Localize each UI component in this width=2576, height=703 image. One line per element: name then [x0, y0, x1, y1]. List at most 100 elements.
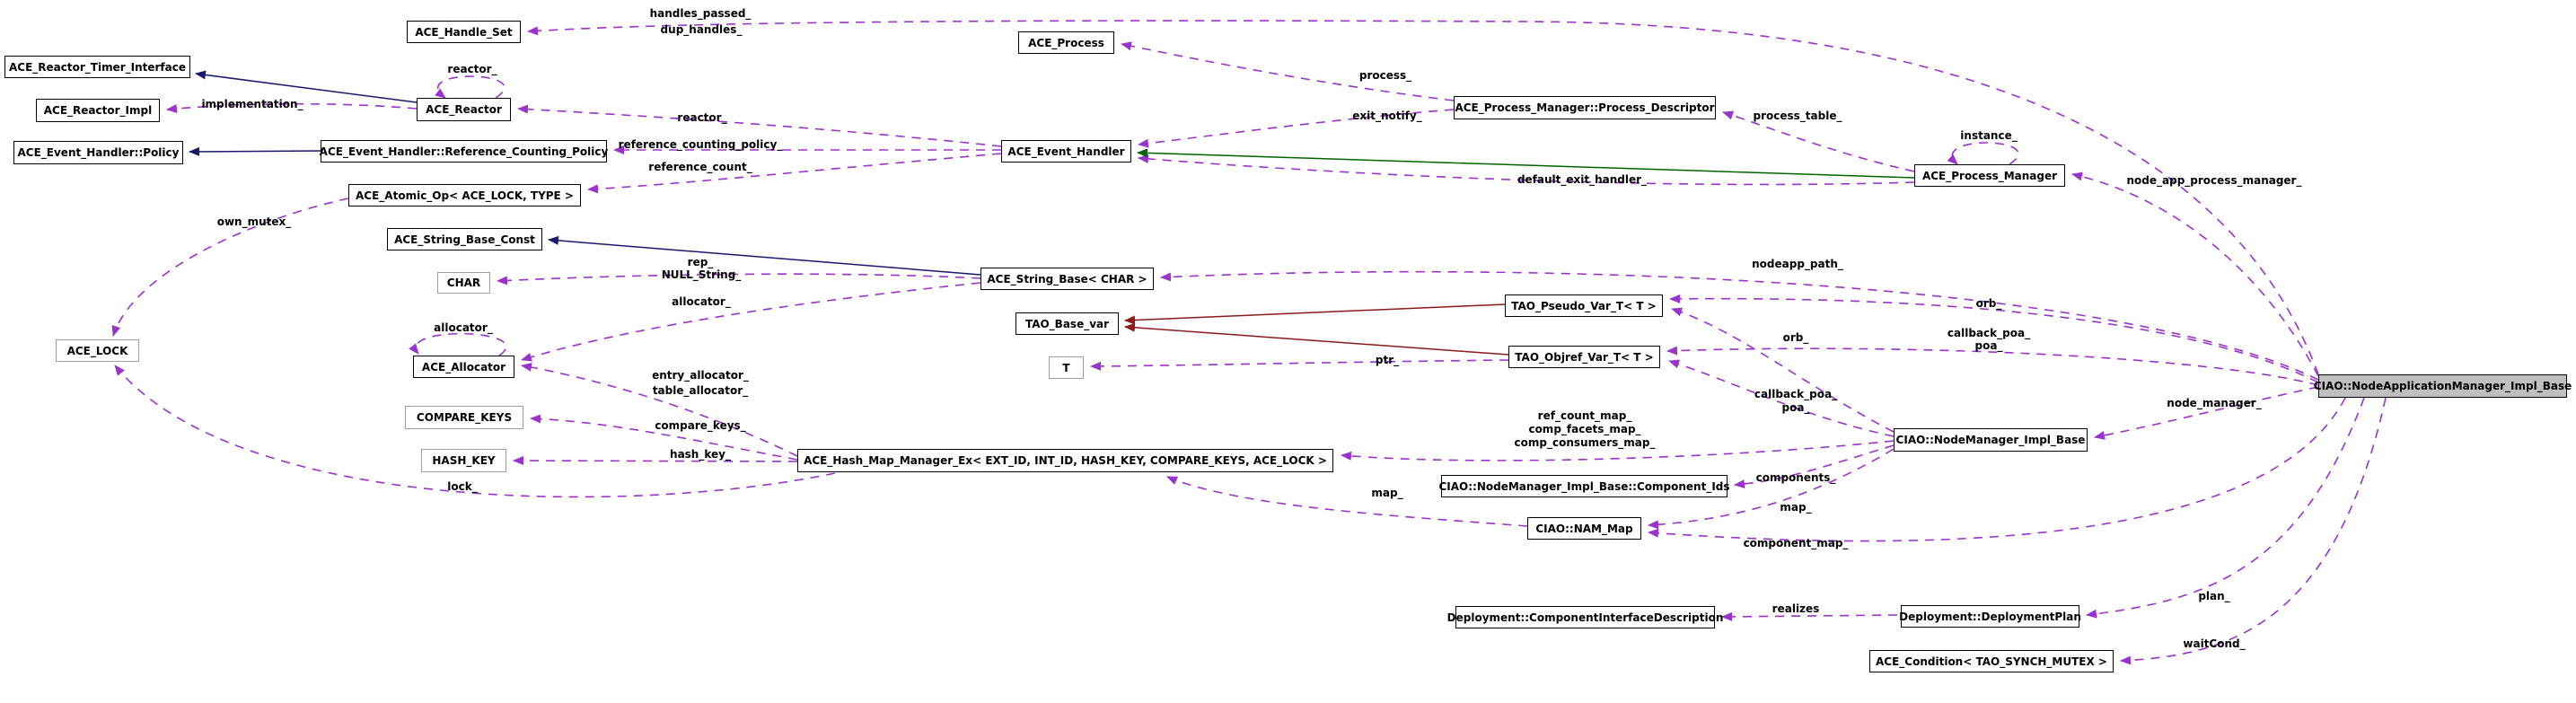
class-node-ciao-nam-map[interactable]: CIAO::NAM_Map [1527, 517, 1641, 540]
edge-label-allocator: allocator_ [434, 321, 493, 334]
edge-label-process: process_ [1358, 69, 1412, 82]
edge-label-handles-passed: handles_passed_ [649, 7, 752, 20]
class-node-ciao-component-ids[interactable]: CIAO::NodeManager_Impl_Base::Component_I… [1438, 475, 1730, 497]
class-node-tao-pseudo-var-t[interactable]: TAO_Pseudo_Var_T< T > [1505, 294, 1663, 317]
class-node-ace-condition-tao-synch-mutex[interactable]: ACE_Condition< TAO_SYNCH_MUTEX > [1869, 650, 2114, 672]
class-node-ace-process[interactable]: ACE_Process [1018, 31, 1114, 54]
class-node-t-param: T [1049, 356, 1084, 379]
class-node-char-param: CHAR [437, 272, 490, 294]
class-node-ace-reactor-timer-interface[interactable]: ACE_Reactor_Timer_Interface [4, 56, 190, 78]
edge-wait-cond [2120, 397, 2387, 665]
edge-label-reference-counting-policy: reference_counting_policy_ [618, 138, 783, 151]
edge-stringbase-inherits-const [548, 235, 981, 276]
edge-map-left [1166, 476, 1528, 527]
edge-allocator [521, 282, 981, 362]
edge-label-map: map_ [1371, 487, 1403, 499]
class-node-ace-hash-map-manager-ex[interactable]: ACE_Hash_Map_Manager_Ex< EXT_ID, INT_ID,… [797, 449, 1333, 472]
edge-label-reference-count: reference_count_ [648, 161, 752, 173]
class-node-ace-handle-set[interactable]: ACE_Handle_Set [407, 21, 521, 43]
edge-node-app-process-manager [2071, 171, 2319, 377]
edge-label-map: map_ [1780, 501, 1812, 514]
edge-label-orb: orb_ [1782, 331, 1809, 344]
edge-label-nodeapp-path: nodeapp_path_ [1752, 258, 1843, 270]
edge-label-process-table: process_table_ [1753, 110, 1842, 122]
edge-orb-mid [1671, 307, 1895, 433]
edge-process-table [1722, 110, 1915, 172]
edge-allocator-self-loop [409, 332, 507, 356]
edge-label-compare-keys: compare_keys_ [655, 419, 746, 432]
edge-label-allocator: allocator_ [672, 295, 731, 308]
edge-ref-count-maps-bundle [1341, 440, 1895, 461]
edge-instance-self-loop [1947, 142, 2019, 165]
edge-label-poa: poa_ [1781, 401, 1810, 414]
edge-label-comp-consumers-map: comp_consumers_map_ [1514, 436, 1656, 449]
edge-label-comp-facets-map: comp_facets_map_ [1528, 423, 1641, 435]
edge-label-reactor: reactor_ [447, 63, 497, 75]
edge-label-default-exit-handler: default_exit_handler_ [1517, 173, 1648, 186]
edge-exit-notify [1138, 109, 1455, 148]
edge-plan [2086, 397, 2365, 619]
edge-ptr [1090, 359, 1509, 371]
edge-label-plan: plan_ [2198, 590, 2230, 602]
class-node-compare-keys-param: COMPARE_KEYS [405, 406, 523, 429]
edge-label-exit-notify: exit_notify_ [1352, 110, 1422, 122]
class-node-tao-base-var[interactable]: TAO_Base_var [1015, 312, 1119, 335]
class-node-deployment-deployment-plan[interactable]: Deployment::DeploymentPlan [1899, 605, 2081, 628]
edge-objref-var-inherits-base-var [1124, 322, 1509, 356]
edge-callback-poa-mid [1668, 359, 1895, 437]
class-node-deployment-component-interface-description[interactable]: Deployment::ComponentInterfaceDescriptio… [1447, 606, 1723, 628]
edge-entry-table-allocator [521, 363, 798, 457]
edge-label-reactor: reactor_ [677, 111, 727, 124]
edge-label-waitcond: waitCond_ [2183, 637, 2246, 650]
edge-label-ref-count-map: ref_count_map_ [1537, 409, 1632, 422]
edge-refcounting-inherits-policy [189, 146, 321, 156]
edge-nodeapp-path [1160, 270, 2319, 381]
edge-label-hash-key: hash_key_ [670, 448, 731, 461]
class-node-ace-allocator[interactable]: ACE_Allocator [413, 356, 514, 378]
class-node-tao-objref-var-t[interactable]: TAO_Objref_Var_T< T > [1508, 346, 1660, 368]
class-node-ace-reactor[interactable]: ACE_Reactor [417, 98, 511, 121]
edge-label-component-map: component_map_ [1743, 537, 1849, 549]
class-node-ciao-nodemanager-impl-base[interactable]: CIAO::NodeManager_Impl_Base [1894, 428, 2088, 452]
class-node-ace-event-handler-policy[interactable]: ACE_Event_Handler::Policy [13, 141, 183, 164]
edge-compare-keys [530, 414, 798, 461]
class-node-hash-key-param: HASH_KEY [421, 449, 506, 472]
edge-map-right [1648, 448, 1895, 530]
edge-rep-null-string [497, 273, 981, 286]
class-node-ace-lock-param: ACE_LOCK [56, 339, 139, 362]
edge-label-own-mutex: own_mutex_ [216, 215, 292, 228]
edge-label-instance: instance_ [1960, 129, 2018, 142]
edge-label-callback-poa: callback_poa_ [1754, 388, 1838, 400]
class-node-ace-process-manager[interactable]: ACE_Process_Manager [1914, 164, 2065, 187]
edge-reactor-self-loop [435, 75, 506, 99]
edge-process-manager-inherits-event-handler [1137, 148, 1915, 179]
edge-label-null-string: NULL_String_ [661, 268, 742, 281]
class-node-ciao-nodeapplicationmanager-impl-base: CIAO::NodeApplicationManager_Impl_Base [2314, 374, 2572, 398]
edge-label-realizes: realizes [1772, 602, 1820, 615]
class-node-ace-string-base-char[interactable]: ACE_String_Base< CHAR > [980, 268, 1154, 290]
edge-label-callback-poa: callback_poa_ [1947, 327, 2031, 339]
edge-reference-count [587, 153, 1002, 194]
edge-label-entry-allocator: entry_allocator_ [652, 369, 749, 382]
edge-label-dup-handles: dup_handles_ [660, 23, 743, 36]
edge-process [1121, 41, 1455, 101]
edge-realizes [1721, 611, 1898, 621]
edge-label-rep: rep_ [687, 256, 714, 268]
class-node-ace-event-handler[interactable]: ACE_Event_Handler [1001, 140, 1131, 163]
class-node-ace-process-manager-process-descriptor[interactable]: ACE_Process_Manager::Process_Descriptor [1454, 96, 1716, 119]
edge-orb-right [1669, 294, 2319, 383]
edge-callback-poa-right [1666, 346, 2319, 386]
edge-label-poa: poa_ [1974, 339, 2003, 352]
class-node-ace-eh-reference-counting-policy[interactable]: ACE_Event_Handler::Reference_Counting_Po… [320, 140, 608, 163]
class-node-ace-string-base-const[interactable]: ACE_String_Base_Const [387, 228, 542, 250]
edge-component-map [1648, 397, 2346, 542]
edge-label-table-allocator: table_allocator_ [652, 384, 749, 397]
edge-reactor-inherits-timer-interface [195, 70, 418, 103]
class-node-ace-atomic-op[interactable]: ACE_Atomic_Op< ACE_LOCK, TYPE > [348, 184, 581, 207]
edge-node-manager [2094, 386, 2319, 440]
class-node-ace-reactor-impl[interactable]: ACE_Reactor_Impl [36, 99, 160, 122]
edge-label-ptr: ptr_ [1375, 354, 1400, 366]
edge-default-exit-handler [1138, 154, 1915, 186]
edge-own-mutex [111, 198, 349, 337]
